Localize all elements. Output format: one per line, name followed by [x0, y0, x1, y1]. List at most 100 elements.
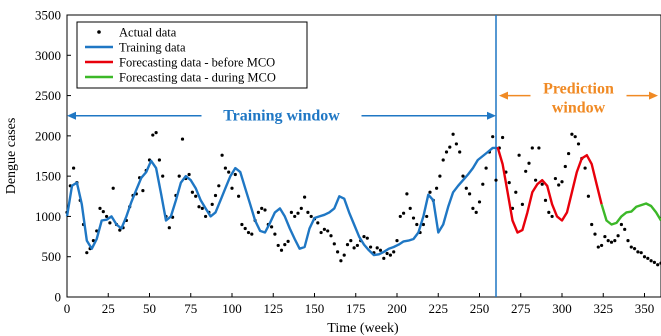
legend-entry: Actual data	[97, 26, 177, 40]
actual-data-point	[200, 206, 204, 210]
actual-data-point	[530, 146, 534, 150]
actual-data-point	[514, 190, 518, 194]
actual-data-point	[382, 256, 386, 260]
y-tick-label: 500	[42, 249, 62, 264]
actual-data-point	[402, 211, 406, 215]
actual-data-point	[289, 210, 293, 214]
actual-data-point	[553, 176, 558, 181]
actual-data-point	[586, 194, 591, 198]
actual-data-point	[642, 255, 647, 259]
training-window-label: Training window	[223, 108, 340, 125]
actual-data-point	[151, 133, 155, 137]
actual-data-point	[590, 222, 594, 227]
series-lines	[65, 146, 661, 257]
actual-data-point	[388, 253, 392, 257]
x-tick-label: 225	[429, 301, 449, 316]
axes: 0 25 50 75 100 125 150 175 200 225 250 275 300 325 350…	[35, 8, 654, 317]
actual-data-point	[415, 222, 419, 227]
x-tick-label: 350	[635, 301, 655, 316]
actual-data-point	[441, 158, 445, 162]
actual-data-point	[270, 225, 274, 229]
x-tick-label: 325	[594, 301, 614, 316]
actual-data-point	[524, 169, 528, 173]
prediction-arrow-left-head	[499, 91, 508, 100]
actual-data-point	[603, 234, 607, 239]
actual-data-point	[616, 234, 620, 238]
actual-data-point	[180, 137, 185, 141]
actual-data-point	[111, 186, 115, 190]
actual-data-point	[197, 205, 201, 209]
y-tick-label: 1500	[35, 169, 61, 184]
actual-data-point	[309, 214, 313, 219]
actual-data-point	[190, 190, 194, 194]
actual-data-point	[570, 132, 574, 136]
actual-data-point	[204, 214, 208, 219]
actual-data-point	[474, 210, 478, 214]
actual-data-point	[550, 214, 554, 219]
actual-data-point	[336, 250, 340, 254]
actual-data-point	[646, 256, 650, 260]
actual-data-point	[161, 174, 165, 178]
actual-data-point	[322, 227, 326, 231]
x-tick-label: 25	[102, 301, 115, 316]
prediction-arrow-right-head	[649, 91, 658, 100]
actual-data-point	[303, 195, 307, 199]
actual-data-point	[408, 206, 412, 210]
actual-data-point	[458, 150, 462, 154]
legend-dot-marker	[97, 30, 101, 34]
actual-data-point	[537, 146, 541, 150]
actual-data-point	[517, 153, 521, 157]
x-tick-label: 175	[346, 301, 366, 316]
prediction-window-arrow	[499, 91, 658, 100]
actual-data-point	[362, 234, 366, 239]
x-tick-label: 200	[387, 301, 407, 316]
actual-data-point	[365, 236, 369, 240]
actual-data-point	[395, 239, 399, 243]
actual-data-point	[576, 142, 581, 146]
plot-area	[66, 14, 661, 298]
actual-data-point	[233, 172, 237, 177]
actual-data-point	[520, 202, 525, 206]
actual-data-point	[596, 245, 600, 249]
actual-data-point	[167, 226, 171, 230]
training-arrow-left-head	[67, 111, 76, 120]
x-tick-label: 0	[64, 301, 71, 316]
training-window-arrow	[67, 111, 496, 120]
actual-data-point	[534, 178, 538, 182]
forecasting-data-during-mco-line	[600, 202, 661, 226]
actual-data-point	[250, 232, 254, 236]
actual-data-point	[177, 174, 181, 178]
actual-data-point	[316, 221, 320, 225]
legend-label: Training data	[119, 41, 186, 55]
y-tick-label: 3000	[35, 48, 61, 63]
actual-data-point	[306, 210, 310, 214]
actual-data-point	[656, 263, 660, 267]
actual-data-point	[619, 222, 624, 227]
x-axis-label: Time (week)	[327, 321, 399, 336]
actual-data-point	[392, 250, 396, 254]
actual-data-point	[273, 232, 277, 236]
actual-data-point	[451, 132, 455, 136]
actual-data-point	[491, 135, 495, 139]
prediction-window-label-line1: Prediction	[543, 81, 614, 98]
actual-data-point	[547, 210, 551, 214]
actual-data-point	[494, 178, 498, 182]
y-tick-label: 2000	[35, 128, 61, 143]
actual-data-point	[286, 239, 290, 244]
actual-data-point	[293, 214, 297, 219]
actual-data-point	[652, 260, 657, 264]
actual-data-point	[454, 142, 458, 146]
actual-data-point	[425, 214, 429, 219]
actual-data-point	[369, 245, 373, 249]
actual-data-point	[484, 166, 488, 170]
actual-data-point	[411, 216, 416, 220]
actual-data-point	[345, 243, 350, 247]
y-tick-label: 2500	[35, 88, 61, 103]
actual-data-point	[428, 190, 432, 194]
actual-data-point	[623, 227, 627, 231]
legend-entry: Forecasting data - before MCO	[85, 56, 275, 70]
x-tick-label: 125	[264, 301, 284, 316]
x-tick-label: 300	[552, 301, 572, 316]
actual-data-point	[98, 206, 102, 210]
